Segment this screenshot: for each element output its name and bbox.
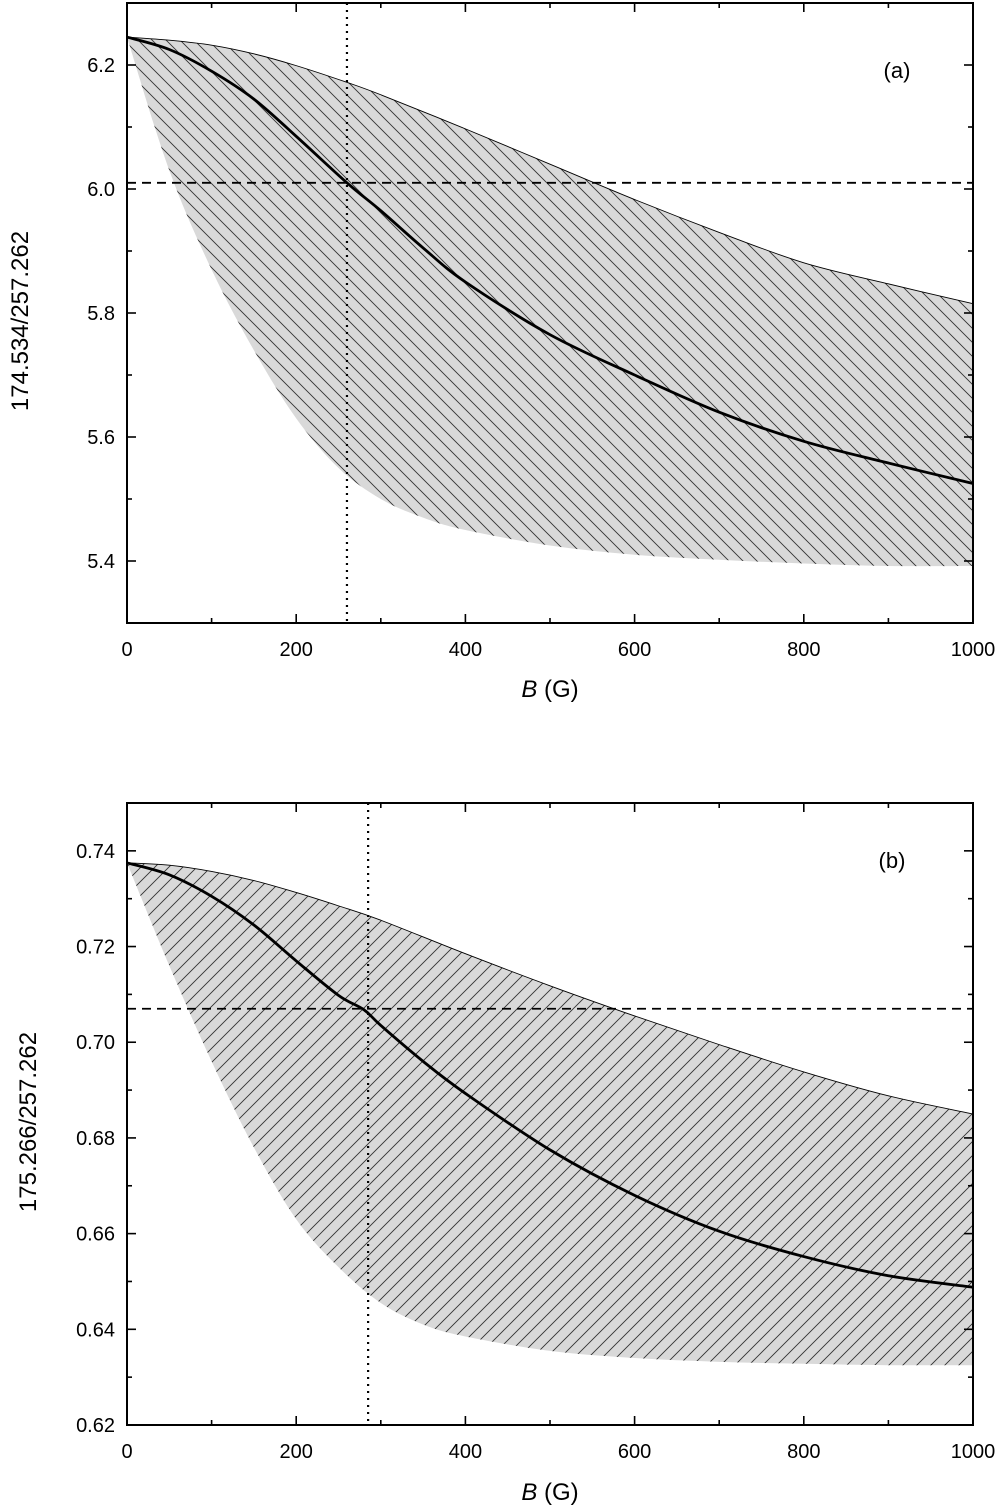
x-tick-label: 200	[280, 639, 313, 661]
band-fill	[127, 862, 973, 1366]
central-curve	[126, 861, 974, 1289]
axis-ticks	[126, 802, 974, 1426]
x-tick-label: 400	[449, 639, 482, 661]
y-tick-label: 0.72	[76, 937, 115, 959]
y-tick-label: 0.68	[76, 1128, 115, 1150]
x-tick-label: 600	[618, 1441, 651, 1463]
uncertainty-band	[126, 862, 974, 1366]
x-tick-label: 800	[787, 639, 820, 661]
central-curve-line	[126, 35, 974, 485]
x-tick-label: 0	[121, 639, 132, 661]
band-upper-edge	[126, 862, 974, 1115]
x-tick-label: 1000	[951, 639, 996, 661]
y-tick-label: 0.74	[76, 841, 115, 863]
x-tick-label: 800	[787, 1441, 820, 1463]
x-tick-label: 200	[280, 1441, 313, 1463]
y-tick-label: 0.70	[76, 1032, 115, 1054]
y-tick-label: 5.8	[87, 303, 115, 325]
y-axis-title: 175.266/257.262	[15, 1032, 42, 1212]
reference-lines	[127, 803, 973, 1425]
y-tick-labels: 0.62 0.64 0.66 0.68 0.70 0.72 0.74	[76, 841, 115, 1437]
y-tick-label: 6.2	[87, 55, 115, 77]
x-axis-title: B (G)	[521, 676, 578, 703]
band-fill	[127, 37, 973, 567]
reference-lines	[127, 3, 973, 623]
x-tick-label: 0	[121, 1441, 132, 1463]
panel-label: (b)	[879, 848, 906, 873]
x-tick-label: 400	[449, 1441, 482, 1463]
x-tick-label: 600	[618, 639, 651, 661]
panel-a: 0 200 400 600 800 1000 5.45.65.86.06.2 B (G) …	[7, 2, 995, 703]
y-tick-label: 5.4	[87, 551, 115, 573]
y-tick-label: 0.64	[76, 1319, 115, 1341]
y-tick-label: 5.6	[87, 427, 115, 449]
panel-b: 0 200 400 600 800 1000 0.620.640.660.680.700.…	[15, 802, 995, 1506]
y-tick-label: 0.62	[76, 1415, 115, 1437]
y-tick-label: 0.66	[76, 1224, 115, 1246]
x-axis-title: B (G)	[521, 1479, 578, 1506]
central-curve	[126, 35, 974, 485]
x-tick-labels: 0 200 400 600 800 1000	[121, 1441, 995, 1463]
y-axis-title: 174.534/257.262	[7, 231, 34, 411]
central-curve-line	[126, 861, 974, 1289]
band-upper-edge	[126, 36, 974, 305]
axis-ticks	[126, 2, 974, 624]
y-tick-label: 6.0	[87, 179, 115, 201]
x-tick-label: 1000	[951, 1441, 996, 1463]
panel-label: (a)	[884, 58, 911, 83]
uncertainty-band	[126, 36, 974, 567]
x-tick-labels: 0 200 400 600 800 1000	[121, 639, 995, 661]
y-tick-labels: 5.4 5.6 5.8 6.0 6.2	[87, 55, 115, 573]
